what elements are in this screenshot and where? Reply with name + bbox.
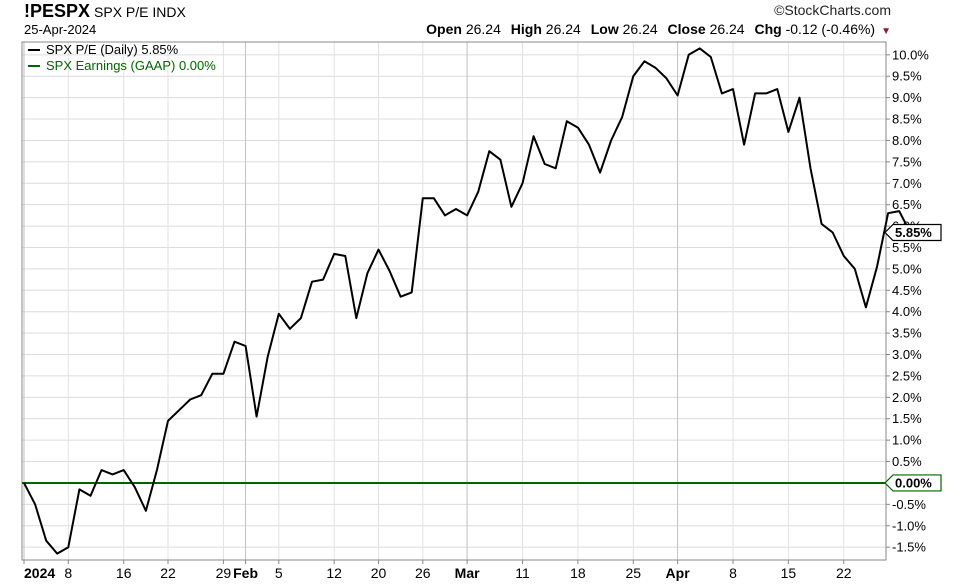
open-label: Open — [426, 21, 462, 37]
legend-item-earnings: SPX Earnings (GAAP) 0.00% — [28, 58, 216, 74]
last-value-pe-label: 5.85% — [895, 225, 932, 240]
high-value: 26.24 — [545, 21, 581, 37]
symbol-title: !PESPX SPX P/E INDX — [24, 1, 186, 22]
x-tick-label: 26 — [415, 565, 431, 581]
legend-swatch-pe — [28, 49, 40, 51]
y-tick-label: 4.5% — [892, 283, 922, 298]
x-tick-label: 5 — [275, 565, 283, 581]
plot-frame — [21, 41, 887, 561]
legend-swatch-earnings — [28, 65, 40, 67]
chg-label: Chg — [754, 21, 782, 37]
x-tick-label: 12 — [326, 565, 342, 581]
y-tick-label: -1.0% — [892, 518, 926, 533]
y-tick-label: 2.0% — [892, 390, 922, 405]
last-value-earnings-box — [884, 474, 942, 492]
symbol-description: SPX P/E INDX — [94, 4, 186, 20]
series-line-pe — [23, 47, 912, 555]
y-tick-label: -0.5% — [892, 497, 926, 512]
x-tick-label: 20 — [371, 565, 387, 581]
y-tick-label: 6.5% — [892, 197, 922, 212]
y-tick-label: 8.0% — [892, 133, 922, 148]
x-tick-label: 22 — [836, 565, 852, 581]
x-tick-label: 15 — [781, 565, 797, 581]
y-tick-label: 3.5% — [892, 326, 922, 341]
last-value-earnings-label: 0.00% — [895, 475, 932, 490]
y-tick-label: 5.5% — [892, 240, 922, 255]
y-tick-label: 10.0% — [892, 47, 929, 62]
grid — [22, 42, 886, 560]
series — [22, 47, 912, 555]
y-tick-label: 8.5% — [892, 112, 922, 127]
legend-label-earnings: SPX Earnings (GAAP) 0.00% — [46, 58, 216, 73]
x-tick-label: 29 — [216, 565, 232, 581]
x-tick-label: Feb — [233, 565, 258, 581]
legend-item-pe: SPX P/E (Daily) 5.85% — [28, 42, 216, 58]
x-tick-label: 11 — [515, 565, 530, 581]
brand-watermark: ©StockCharts.com — [774, 2, 891, 18]
x-tick-label: 18 — [570, 565, 586, 581]
low-label: Low — [590, 21, 619, 37]
y-tick-label: 4.0% — [892, 304, 922, 319]
last-value-tags: 5.85% 0.00% — [884, 223, 942, 492]
chart-date: 25-Apr-2024 — [24, 22, 97, 37]
legend: SPX P/E (Daily) 5.85% SPX Earnings (GAAP… — [28, 42, 216, 74]
y-tick-label: 2.5% — [892, 368, 922, 383]
y-tick-label: 7.0% — [892, 176, 922, 191]
ohlc-readout: Open 26.24 High 26.24 Low 26.24 Close 26… — [426, 21, 891, 37]
x-tick-label: 25 — [625, 565, 641, 581]
x-axis: 2024 8 16 22 29 Feb 5 12 20 26 Mar 11 18 25 Apr 8 15 22 — [23, 560, 852, 581]
x-tick-label: Mar — [455, 565, 480, 581]
open-value: 26.24 — [465, 21, 501, 37]
y-tick-label: 5.0% — [892, 261, 922, 276]
y-tick-label: 1.0% — [892, 433, 922, 448]
x-tick-label: 8 — [729, 565, 737, 581]
x-tick-label: 2024 — [24, 565, 55, 581]
y-tick-label: 1.5% — [892, 411, 922, 426]
low-value: 26.24 — [622, 21, 658, 37]
x-tick-label: Apr — [666, 565, 691, 581]
y-tick-label: 9.5% — [892, 69, 922, 84]
y-tick-label: 0.5% — [892, 454, 922, 469]
down-arrow-icon: ▼ — [881, 26, 891, 37]
x-tick-label: 16 — [116, 565, 132, 581]
close-value: 26.24 — [709, 21, 745, 37]
legend-label-pe: SPX P/E (Daily) 5.85% — [46, 42, 179, 57]
symbol: !PESPX — [24, 1, 91, 21]
chg-value: -0.12 (-0.46%) — [785, 21, 876, 37]
y-tick-label: 9.0% — [892, 90, 922, 105]
close-label: Close — [667, 21, 706, 37]
y-tick-label: 7.5% — [892, 154, 922, 169]
y-tick-label: 3.0% — [892, 347, 922, 362]
last-value-pe-box — [884, 223, 942, 242]
y-tick-label: -1.5% — [892, 540, 926, 555]
x-tick-label: 22 — [160, 565, 176, 581]
x-tick-label: 8 — [64, 565, 72, 581]
high-label: High — [510, 21, 542, 37]
